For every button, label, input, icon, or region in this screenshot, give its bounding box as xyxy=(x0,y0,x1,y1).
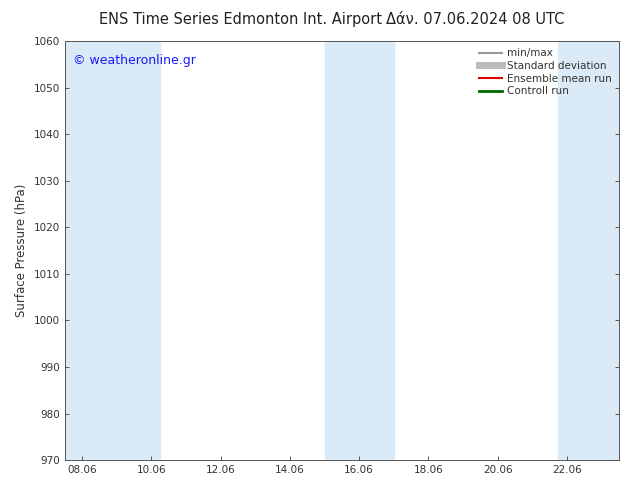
Bar xyxy=(559,41,619,460)
Bar xyxy=(91,41,160,460)
Text: ENS Time Series Edmonton Int. Airport: ENS Time Series Edmonton Int. Airport xyxy=(100,12,382,27)
Bar xyxy=(65,41,91,460)
Y-axis label: Surface Pressure (hPa): Surface Pressure (hPa) xyxy=(15,184,28,318)
Legend: min/max, Standard deviation, Ensemble mean run, Controll run: min/max, Standard deviation, Ensemble me… xyxy=(475,44,616,100)
Bar xyxy=(325,41,394,460)
Text: Δάν. 07.06.2024 08 UTC: Δάν. 07.06.2024 08 UTC xyxy=(386,12,565,27)
Text: © weatheronline.gr: © weatheronline.gr xyxy=(73,53,196,67)
